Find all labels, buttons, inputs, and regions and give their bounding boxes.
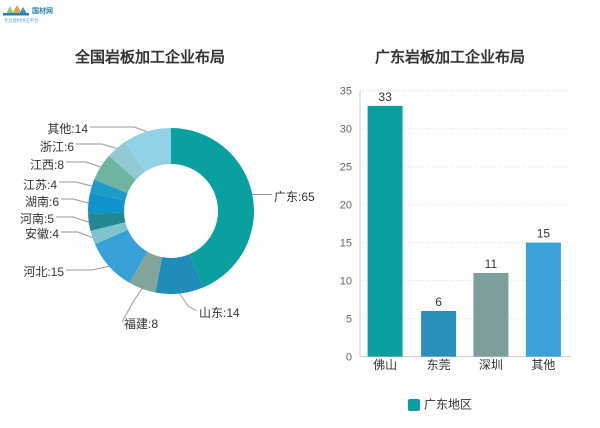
svg-text:20: 20 (340, 200, 352, 212)
svg-text:15: 15 (537, 227, 551, 241)
svg-text:30: 30 (340, 124, 352, 136)
svg-text:10: 10 (340, 275, 352, 287)
svg-text:33: 33 (378, 90, 392, 104)
svg-text:5: 5 (346, 313, 352, 325)
svg-text:35: 35 (340, 86, 352, 98)
svg-text:佛山: 佛山 (373, 358, 397, 372)
svg-text:25: 25 (340, 162, 352, 174)
svg-text:0: 0 (346, 351, 352, 363)
svg-text:15: 15 (340, 237, 352, 249)
svg-text:深圳: 深圳 (479, 358, 503, 372)
svg-text:11: 11 (485, 257, 498, 271)
svg-text:东莞: 东莞 (427, 358, 451, 372)
svg-text:6: 6 (435, 295, 442, 309)
svg-text:广东地区: 广东地区 (424, 398, 472, 412)
svg-text:其他: 其他 (531, 358, 555, 372)
